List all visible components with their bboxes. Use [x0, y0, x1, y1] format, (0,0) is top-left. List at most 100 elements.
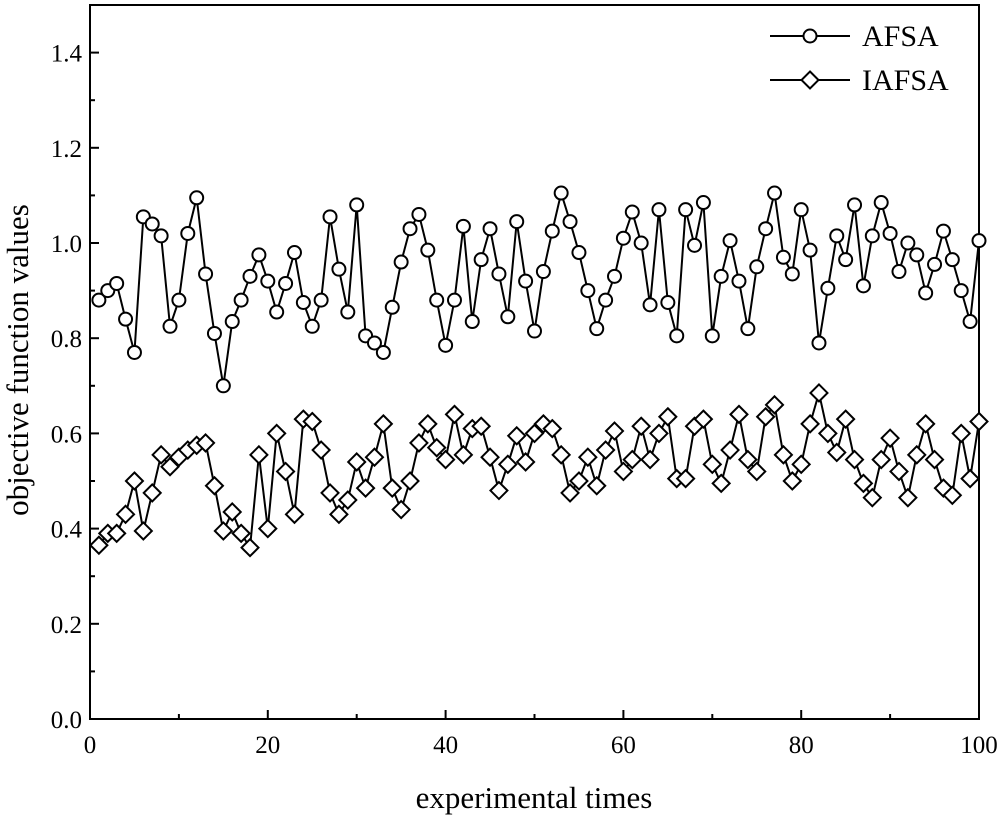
data-point: [791, 454, 812, 475]
data-point: [844, 449, 865, 470]
data-point: [340, 304, 356, 320]
data-point: [346, 452, 367, 472]
data-point: [847, 197, 863, 213]
data-point: [115, 504, 136, 525]
data-point: [542, 418, 563, 439]
data-point: [393, 254, 409, 270]
data-point: [935, 223, 951, 239]
data-point: [731, 273, 747, 289]
data-point: [800, 413, 821, 434]
data-point: [269, 304, 285, 320]
data-point: [687, 237, 703, 253]
data-point: [382, 478, 403, 499]
data-point: [500, 309, 516, 325]
data-point: [615, 230, 631, 246]
data-point: [642, 297, 658, 313]
data-point: [409, 433, 429, 453]
data-point: [577, 447, 598, 468]
x-axis: 0 20 40 60 80 100: [84, 710, 998, 759]
legend-item-iafsa: IAFSA: [770, 64, 949, 97]
data-point: [915, 413, 936, 434]
data-point: [206, 325, 222, 341]
data-point: [811, 335, 827, 351]
data-point: [313, 292, 329, 308]
data-point: [891, 264, 907, 280]
data-point: [453, 444, 474, 465]
data-point: [918, 285, 934, 301]
data-point: [480, 447, 500, 468]
data-point: [889, 461, 909, 482]
data-point: [260, 273, 276, 289]
data-point: [598, 292, 614, 308]
data-point: [560, 482, 580, 503]
legend-label: IAFSA: [862, 64, 949, 97]
data-point: [944, 252, 960, 268]
data-point: [151, 444, 172, 465]
x-tick-label: 40: [433, 732, 458, 759]
data-point: [767, 185, 783, 201]
data-point: [702, 454, 723, 475]
data-point: [331, 261, 347, 277]
data-point: [580, 283, 596, 299]
data-point: [569, 471, 589, 491]
data-point: [640, 449, 660, 470]
y-tick-label: 1.0: [51, 231, 82, 258]
data-point: [535, 264, 551, 280]
data-point: [722, 233, 738, 249]
data-point: [586, 475, 607, 496]
y-tick-label: 1.2: [51, 136, 82, 163]
data-point: [473, 252, 489, 268]
data-point: [589, 321, 605, 337]
data-point: [622, 449, 643, 470]
legend: AFSA IAFSA: [770, 20, 949, 97]
data-point: [311, 440, 332, 460]
data-point: [649, 423, 669, 444]
data-point: [251, 247, 267, 263]
y-tick-label: 1.4: [51, 41, 83, 68]
data-point: [678, 202, 694, 218]
data-point: [284, 504, 305, 525]
data-point: [275, 461, 296, 482]
data-point: [420, 242, 436, 258]
data-point: [171, 292, 187, 308]
data-point: [204, 475, 225, 496]
data-point: [764, 394, 785, 415]
data-point: [906, 444, 927, 465]
y-axis-label: objective function values: [0, 204, 35, 516]
legend-marker: [800, 70, 820, 90]
data-point: [784, 266, 800, 282]
data-point: [444, 404, 465, 425]
data-point: [329, 504, 349, 525]
data-point: [782, 471, 803, 491]
y-axis: 0.0 0.2 0.4 0.6 0.8 1.0 1.2 1.4: [51, 41, 99, 734]
data-point: [266, 423, 287, 444]
data-point: [633, 235, 649, 251]
data-point: [417, 413, 438, 434]
plot-frame: [89, 4, 980, 720]
data-point: [675, 468, 696, 489]
data-point: [411, 206, 427, 222]
data-point: [631, 416, 652, 437]
data-point: [426, 437, 447, 458]
data-point: [693, 409, 714, 430]
data-point: [873, 195, 889, 211]
data-point: [793, 202, 809, 218]
data-point: [562, 214, 578, 230]
data-point: [604, 421, 625, 441]
x-tick-label: 20: [255, 732, 280, 759]
data-point: [257, 518, 278, 539]
data-point: [198, 266, 214, 282]
data-point: [491, 266, 507, 282]
data-point: [446, 292, 462, 308]
data-point: [213, 521, 234, 541]
data-point: [960, 468, 981, 489]
data-point: [471, 416, 492, 437]
data-point: [189, 190, 205, 206]
x-tick-label: 0: [84, 732, 97, 759]
data-point: [660, 295, 676, 310]
data-point: [91, 292, 107, 308]
data-point: [373, 413, 394, 434]
data-point: [624, 204, 640, 220]
data-point: [515, 452, 536, 472]
data-point: [855, 278, 871, 294]
